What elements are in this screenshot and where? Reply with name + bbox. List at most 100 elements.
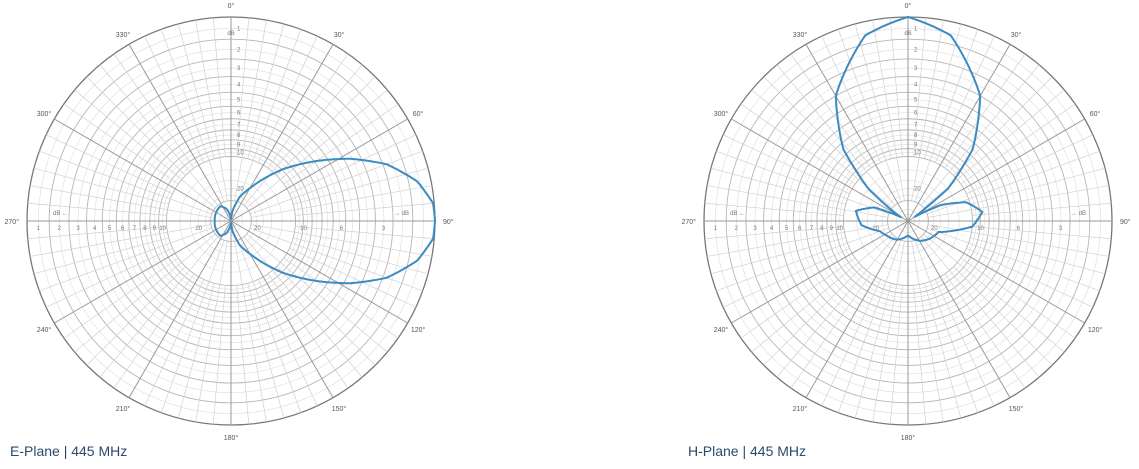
grid-spoke (177, 283, 215, 419)
radial-tick-label: 8 (237, 133, 241, 139)
grid-spoke (805, 44, 909, 222)
e-plane-caption: E-Plane | 445 MHz (10, 443, 128, 459)
grid-spoke (251, 185, 432, 218)
h-plane-caption: H-Plane | 445 MHz (688, 443, 807, 459)
grid-spoke (27, 226, 167, 240)
grid-spoke (707, 185, 888, 218)
radial-tick-label: 20 (872, 226, 879, 232)
radial-tick-label: 9 (830, 226, 834, 232)
radial-tick-label: 5 (914, 97, 918, 103)
grid-spoke (911, 20, 944, 201)
radial-tick-label: 3 (382, 226, 386, 232)
grid-spoke (33, 237, 169, 275)
grid-spoke (966, 247, 1094, 308)
grid-spoke (928, 185, 1109, 218)
grid-spoke (45, 247, 173, 308)
grid-spoke (740, 103, 856, 185)
grid-spoke (710, 167, 846, 205)
grid-spoke (944, 53, 1026, 169)
radial-tick-label: 4 (237, 83, 241, 89)
grid-spoke (144, 35, 205, 163)
radial-tick-label: 3 (76, 226, 80, 232)
grid-spoke (731, 118, 909, 222)
grid-spoke (920, 236, 1040, 378)
db-unit-label: → dB (1071, 211, 1086, 217)
grid-spoke (972, 226, 1112, 240)
grid-spoke (195, 241, 228, 422)
grid-spoke (790, 273, 872, 389)
grid-spoke (160, 240, 225, 413)
grid-spoke (740, 257, 856, 339)
grid-spoke (74, 233, 216, 353)
radial-tick-label: 6 (121, 226, 125, 232)
grid-spoke (230, 220, 334, 398)
grid-spoke (237, 29, 302, 202)
grid-spoke (934, 35, 995, 163)
radial-tick-label: 6 (798, 226, 802, 232)
radial-tick-label: 6 (237, 111, 241, 117)
grid-spoke (283, 103, 399, 185)
radial-tick-label: 5 (237, 97, 241, 103)
grid-spoke (934, 279, 995, 407)
grid-spoke (257, 35, 318, 163)
db-unit-label: dB ← (730, 211, 745, 217)
grid-spoke (927, 227, 1100, 292)
db-unit-label: dB ← (53, 211, 68, 217)
angle-tick-label: 180° (224, 434, 239, 442)
grid-spoke (295, 202, 435, 216)
radial-tick-label: 5 (785, 226, 789, 232)
grid-spoke (972, 202, 1112, 216)
radial-tick-label: 2 (237, 47, 241, 53)
radiation-pattern-line (213, 157, 436, 285)
grid-spoke (920, 64, 1040, 206)
grid-spoke (63, 257, 179, 339)
angle-tick-label: 0° (228, 2, 235, 10)
grid-spoke (960, 257, 1076, 339)
radial-tick-label: 1 (37, 226, 41, 232)
grid-spoke (953, 76, 1053, 176)
grid-spoke (970, 167, 1106, 205)
angle-tick-label: 150° (1009, 405, 1024, 413)
radial-tick-label: 9 (153, 226, 157, 232)
grid-spoke (776, 236, 896, 378)
grid-spoke (911, 241, 944, 422)
grid-spoke (907, 118, 1085, 222)
angle-tick-label: 240° (714, 326, 729, 334)
angle-tick-label: 0° (905, 2, 912, 10)
grid-spoke (30, 224, 211, 257)
radial-tick-label: 4 (93, 226, 97, 232)
radial-tick-label: 9 (237, 142, 241, 148)
grid-spoke (953, 266, 1053, 366)
grid-spoke (913, 285, 927, 425)
grid-spoke (54, 118, 232, 222)
radiation-pattern-line (834, 16, 984, 242)
grid-spoke (39, 150, 212, 215)
grid-spoke (289, 247, 417, 308)
grid-spoke (54, 220, 232, 324)
grid-spoke (751, 233, 893, 353)
angle-tick-label: 150° (332, 405, 347, 413)
grid-spoke (970, 237, 1106, 275)
grid-spoke (195, 20, 228, 201)
angle-tick-label: 210° (116, 405, 131, 413)
angle-tick-label: 300° (37, 110, 52, 118)
radial-tick-label: 8 (820, 226, 824, 232)
radial-tick-label: 7 (133, 226, 137, 232)
grid-spoke (913, 17, 927, 157)
grid-spoke (144, 279, 205, 407)
radial-tick-label: 1 (237, 26, 241, 32)
grid-spoke (276, 266, 376, 366)
grid-spoke (99, 64, 219, 206)
angle-tick-label: 90° (1120, 218, 1131, 226)
grid-spoke (236, 17, 250, 157)
grid-spoke (113, 273, 195, 389)
radial-tick-label: 3 (914, 66, 918, 72)
db-unit-label: → dB (394, 211, 409, 217)
radial-tick-label: 8 (914, 133, 918, 139)
grid-spoke (707, 224, 888, 257)
grid-spoke (128, 44, 232, 222)
radial-tick-label: 1 (714, 226, 718, 232)
grid-spoke (250, 150, 423, 215)
grid-spoke (722, 134, 850, 195)
grid-spoke (283, 257, 399, 339)
